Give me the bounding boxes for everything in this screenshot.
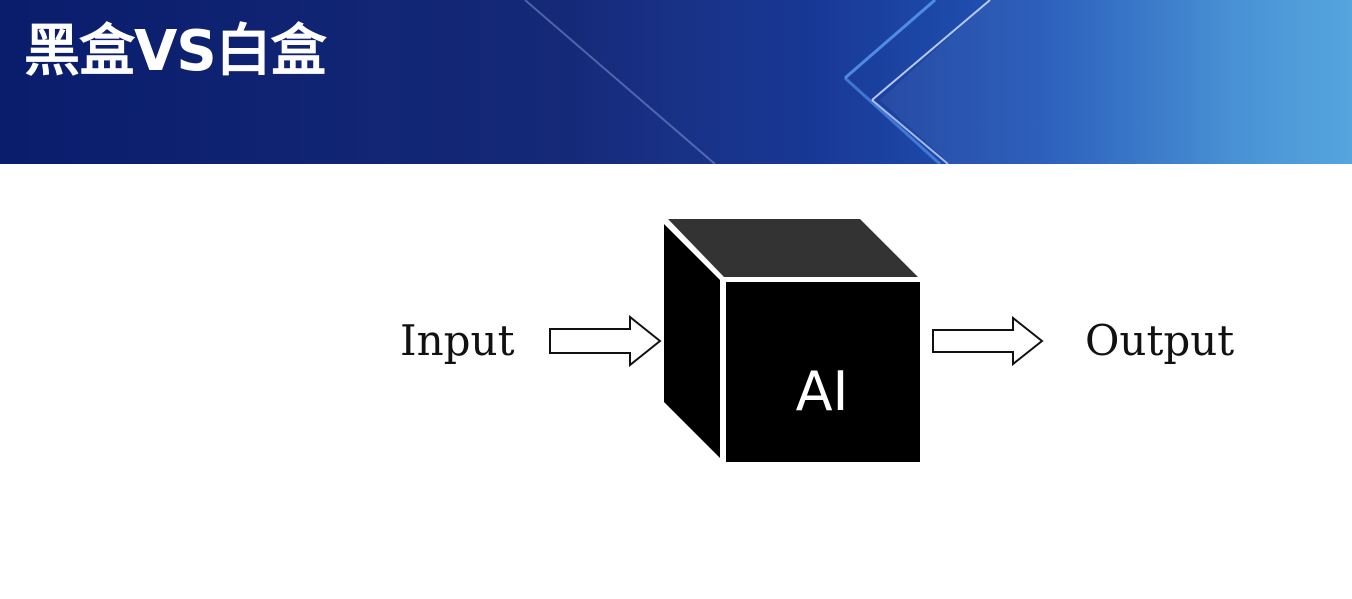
input-label: Input xyxy=(400,316,515,365)
arrow-right-icon xyxy=(549,314,662,368)
arrow-right-icon xyxy=(932,315,1044,367)
output-label: Output xyxy=(1085,316,1234,365)
cube-front-face xyxy=(726,282,920,462)
cube-top-face xyxy=(668,219,918,277)
cube-side-face xyxy=(664,224,720,458)
cube-icon: AI xyxy=(664,219,920,462)
ai-label: AI xyxy=(796,360,849,423)
slide-title: 黑盒VS白盒 xyxy=(24,19,327,84)
header-decoration xyxy=(0,0,1352,164)
slide-header: 黑盒VS白盒 xyxy=(0,0,1352,164)
